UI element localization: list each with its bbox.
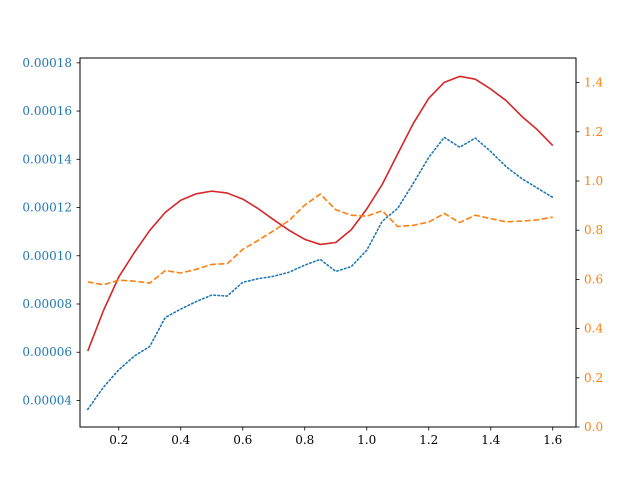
y-right-tick-label: 0.2 [584,371,603,385]
x-tick-label: 1.0 [357,433,376,447]
x-axis: 0.2 0.4 0.6 0.8 1.0 1.2 1.4 1.6 [109,427,562,447]
x-tick-label: 1.2 [419,433,438,447]
plot-background [80,58,576,427]
y-left-tick-label: 0.00018 [22,56,72,70]
y-axis-left: 0.00004 0.00006 0.00008 0.00010 0.00012 0.000… [22,56,80,407]
y-left-tick-label: 0.00006 [22,345,72,359]
y-left-tick-label: 0.00014 [22,152,72,166]
x-tick-label: 0.6 [233,433,252,447]
y-left-tick-label: 0.00016 [22,104,72,118]
x-tick-label: 0.8 [295,433,314,447]
series-line-1-solid [87,75,554,352]
x-tick-label: 0.2 [109,433,128,447]
y-right-tick-label: 0.0 [584,420,603,434]
y-axis-right: 0.0 0.2 0.4 0.6 0.8 1.0 1.2 1.4 [576,76,603,434]
y-left-tick-label: 0.00004 [22,393,72,407]
plot-frame [79,57,577,428]
series-line-2-dotted [86,136,554,411]
x-tick-label: 1.4 [481,433,500,447]
y-right-tick-label: 0.8 [584,223,603,237]
y-right-tick-label: 1.4 [584,76,603,90]
y-right-tick-label: 0.4 [584,322,603,336]
series-layer [86,75,554,411]
y-left-tick-label: 0.00010 [22,249,72,263]
series-line-3-dashed [87,193,553,286]
y-right-tick-label: 1.2 [584,125,603,139]
x-tick-label: 1.6 [543,433,562,447]
y-right-tick-label: 1.0 [584,174,603,188]
y-left-tick-label: 0.00012 [22,201,72,215]
y-right-tick-label: 0.6 [584,272,603,286]
x-tick-label: 0.4 [171,433,190,447]
y-left-tick-label: 0.00008 [22,297,72,311]
